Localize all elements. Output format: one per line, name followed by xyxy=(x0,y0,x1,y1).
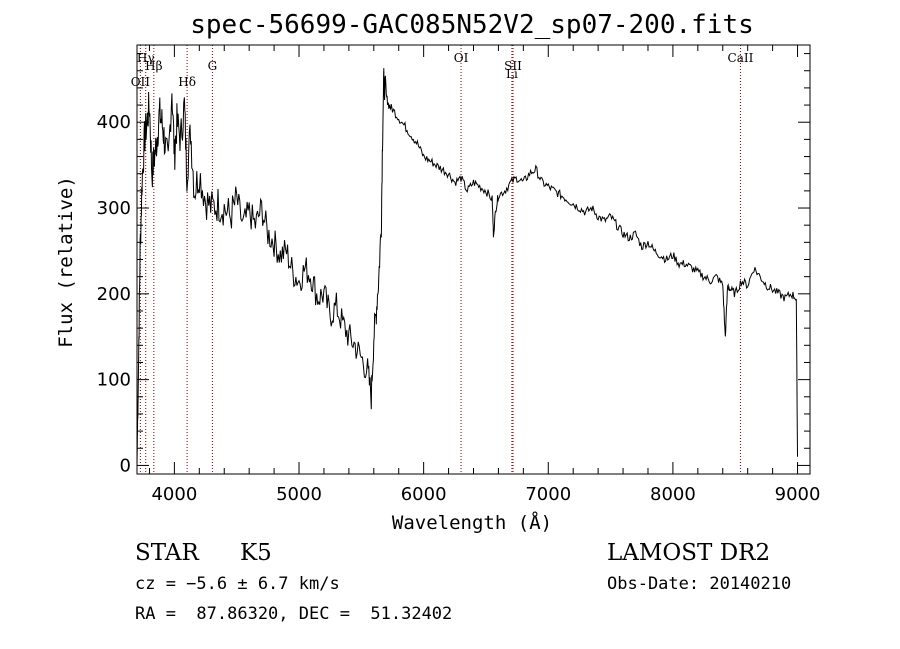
x-tick-label: 8000 xyxy=(650,484,696,505)
spectral-line-markers xyxy=(139,45,741,474)
survey-name: LAMOST DR2 xyxy=(607,540,771,566)
y-axis-label: Flux (relative) xyxy=(55,176,77,348)
object-subclass: K5 xyxy=(240,540,272,566)
spectral-line-label: Hβ xyxy=(145,59,162,73)
spectrum-line xyxy=(136,68,798,466)
spectral-line-label: CaII xyxy=(728,51,754,65)
chart-title: spec-56699-GAC085N52V2_sp07-200.fits xyxy=(190,10,754,40)
spectral-line-label: SII xyxy=(504,59,522,73)
spectral-line-label: Li xyxy=(506,67,518,81)
x-tick-label: 9000 xyxy=(775,484,821,505)
coordinates: RA = 87.86320, DEC = 51.32402 xyxy=(135,604,453,624)
spectral-line-label: OI xyxy=(454,51,469,65)
x-axis-label: Wavelength (Å) xyxy=(392,511,552,534)
spectral-line-label: OII xyxy=(131,75,151,89)
x-tick-label: 5000 xyxy=(276,484,322,505)
x-axis-ticks: 4000 5000 6000 7000 8000 9000 xyxy=(148,45,821,505)
observation-date: Obs-Date: 20140210 xyxy=(607,574,792,594)
y-tick-label: 0 xyxy=(120,455,131,476)
x-tick-label: 7000 xyxy=(525,484,571,505)
x-tick-label: 4000 xyxy=(151,484,197,505)
spectral-line-label: Hδ xyxy=(178,75,196,89)
y-tick-label: 300 xyxy=(97,198,131,219)
y-tick-label: 400 xyxy=(97,112,131,133)
spectral-line-label: Hγ xyxy=(137,51,155,65)
x-tick-label: 6000 xyxy=(401,484,447,505)
y-axis-ticks: 0 100 200 300 400 xyxy=(97,53,810,476)
y-tick-label: 100 xyxy=(97,370,131,391)
plot-frame xyxy=(136,44,811,475)
y-tick-label: 200 xyxy=(97,284,131,305)
object-class: STAR xyxy=(135,540,199,566)
redshift-velocity: cz = −5.6 ± 6.7 km/s xyxy=(135,574,340,594)
spectral-line-label: G xyxy=(208,59,218,73)
